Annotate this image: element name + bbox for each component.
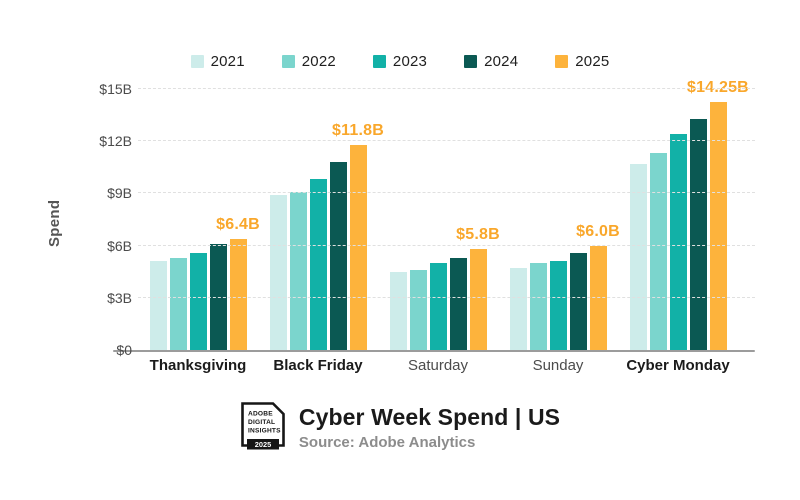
logo-year: 2025 [255, 440, 271, 449]
y-tick-label-9: $9B [107, 185, 132, 201]
gridline-6 [138, 245, 755, 246]
bar-2023-thanksgiving [189, 253, 207, 350]
bar-2024-saturday [449, 258, 467, 350]
gridline-12 [138, 140, 755, 141]
bar-2022-cyber-monday [649, 153, 667, 350]
y-tick-label-6: $6B [107, 238, 132, 254]
bar-2021-thanksgiving [149, 261, 167, 350]
legend-swatch-2021 [190, 55, 204, 68]
chart-title: Cyber Week Spend | US [298, 403, 561, 430]
chart-source: Source: Adobe Analytics [298, 433, 476, 451]
bar-2023-sunday [549, 261, 567, 350]
gridline-9 [138, 192, 755, 193]
legend-swatch-2025 [555, 55, 569, 68]
bar-2025-saturday [469, 249, 487, 350]
legend-label-2022: 2022 [301, 53, 336, 70]
bar-2021-saturday [389, 272, 407, 350]
bar-2025-cyber-monday [709, 102, 727, 350]
bar-group-thanksgiving: $6.4B [138, 89, 260, 350]
legend-swatch-2023 [372, 55, 386, 68]
chart-legend: 2021 2022 2023 2024 2025 [0, 53, 800, 70]
bar-2023-black-friday [309, 179, 327, 350]
plot-area: $6.4B $11.8B $5.8B $6.0B $14.25B $0 $3B $6B $9B… [99, 79, 755, 358]
bar-group-saturday: $5.8B [378, 89, 500, 350]
y-tick-label-15: $15B [99, 81, 132, 97]
bar-2022-sunday [529, 263, 547, 350]
bar-group-cyber-monday: $14.25B [618, 79, 749, 350]
logo-year-banner [246, 439, 279, 450]
logo-line-1: ADOBE [248, 411, 273, 418]
adobe-digital-insights-logo: ADOBE DIGITAL INSIGHTS 2025 [241, 402, 285, 450]
bar-2025-black-friday [349, 145, 367, 350]
x-label-saturday: Saturday [407, 357, 469, 374]
x-label-black-friday: Black Friday [273, 357, 363, 374]
logo-line-2: DIGITAL [248, 419, 275, 426]
bar-2024-cyber-monday [689, 119, 707, 350]
bar-2022-black-friday [289, 192, 307, 350]
y-tick-label-3: $3B [107, 290, 132, 306]
value-label-sunday: $6.0B [576, 223, 620, 240]
footer-text: Cyber Week Spend | US Source: Adobe Anal… [299, 404, 560, 451]
legend-item-2022: 2022 [281, 53, 336, 70]
bar-2022-thanksgiving [169, 258, 187, 350]
x-axis-labels: Thanksgiving Black Friday Saturday Sunday Cy… [138, 357, 738, 374]
gridline-15 [138, 88, 755, 89]
legend-swatch-2024 [464, 55, 478, 68]
bar-2025-thanksgiving [229, 239, 247, 350]
x-label-cyber-monday: Cyber Monday [626, 357, 730, 374]
value-label-saturday: $5.8B [456, 226, 500, 243]
legend-label-2024: 2024 [484, 53, 519, 70]
bar-2021-black-friday [269, 195, 287, 350]
logo-outline [241, 402, 285, 447]
value-label-cyber-monday: $14.25B [687, 79, 749, 96]
value-label-black-friday: $11.8B [332, 122, 384, 139]
bar-2023-saturday [429, 263, 447, 350]
legend-item-2021: 2021 [190, 53, 245, 70]
bar-2024-sunday [569, 253, 587, 350]
x-label-sunday: Sunday [532, 357, 584, 374]
bar-group-black-friday: $11.8B [258, 89, 384, 350]
bar-groups: $6.4B $11.8B $5.8B $6.0B $14.25B [138, 79, 749, 350]
bar-2021-sunday [509, 268, 527, 350]
bar-group-sunday: $6.0B [498, 89, 620, 350]
value-label-thanksgiving: $6.4B [216, 216, 260, 233]
gridline-3 [138, 297, 755, 298]
legend-item-2025: 2025 [555, 53, 609, 70]
footer: ADOBE DIGITAL INSIGHTS 2025 Cyber Week S… [0, 401, 800, 453]
legend-item-2024: 2024 [464, 53, 518, 70]
bar-2021-cyber-monday [629, 164, 647, 350]
x-label-thanksgiving: Thanksgiving [149, 357, 247, 374]
y-axis-title: Spend [46, 199, 63, 247]
x-axis-line [113, 350, 755, 352]
y-tick-label-0: $0 [116, 342, 132, 358]
bar-2022-saturday [409, 270, 427, 350]
legend-swatch-2022 [281, 55, 295, 68]
bar-2023-cyber-monday [669, 134, 687, 350]
logo-line-3: INSIGHTS [248, 428, 281, 435]
bar-2025-sunday [589, 246, 607, 350]
legend-label-2023: 2023 [392, 53, 428, 70]
legend-label-2025: 2025 [575, 53, 610, 70]
bar-2024-black-friday [329, 162, 347, 350]
y-tick-label-12: $12B [99, 133, 132, 149]
legend-label-2021: 2021 [210, 53, 245, 70]
legend-item-2023: 2023 [372, 53, 428, 70]
